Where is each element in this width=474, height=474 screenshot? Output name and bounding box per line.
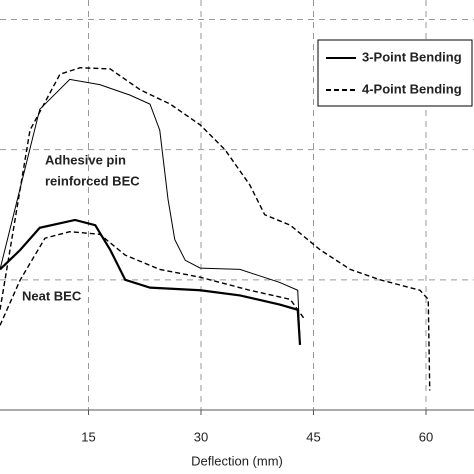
annotation: Adhesive pin bbox=[45, 152, 126, 167]
x-tick-label: 30 bbox=[194, 429, 208, 444]
x-tick-label: 60 bbox=[419, 429, 433, 444]
x-tick-label: 45 bbox=[306, 429, 320, 444]
data-line bbox=[0, 230, 306, 326]
x-axis-label: Deflection (mm) bbox=[191, 453, 283, 468]
data-line bbox=[0, 66, 431, 391]
annotation: reinforced BEC bbox=[45, 173, 140, 188]
x-tick-label: 15 bbox=[81, 429, 95, 444]
annotation: Neat BEC bbox=[22, 288, 82, 303]
data-line bbox=[0, 78, 301, 340]
legend-label: 4-Point Bending bbox=[362, 81, 462, 96]
legend-box bbox=[317, 39, 473, 107]
data-line bbox=[0, 218, 302, 345]
legend-label: 3-Point Bending bbox=[362, 49, 462, 64]
